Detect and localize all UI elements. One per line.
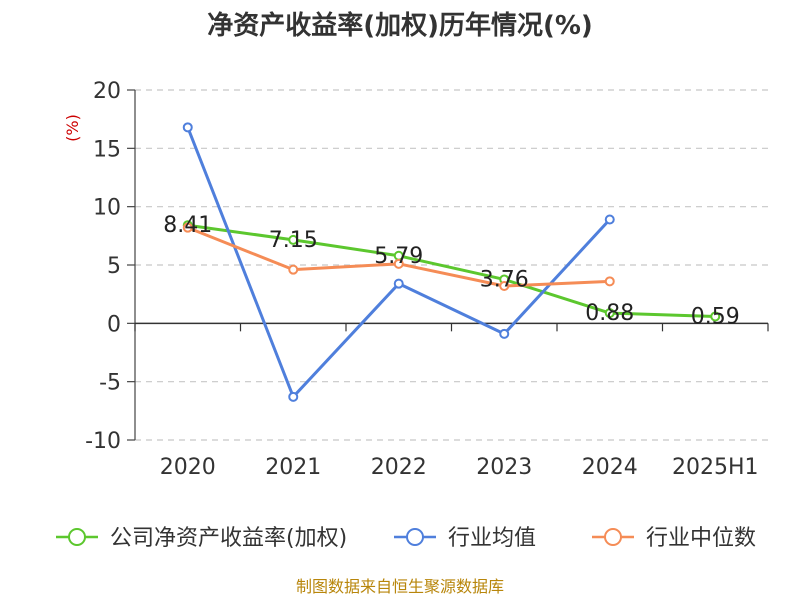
x-tick-label: 2022: [371, 455, 427, 480]
data-point: [710, 311, 721, 322]
data-label: 7.15: [269, 228, 318, 253]
series-lines: [182, 122, 721, 402]
data-point: [288, 391, 299, 402]
y-tick-label: 10: [93, 196, 121, 221]
axes: [127, 89, 769, 441]
data-point: [604, 214, 615, 225]
data-point: [499, 281, 510, 291]
legend-marker: [406, 528, 424, 546]
x-tick-label: 2023: [476, 455, 532, 480]
legend: 公司净资产收益率(加权) 行业均值 行业中位数: [56, 526, 756, 551]
series-line: [187, 223, 716, 318]
data-point: [604, 308, 615, 319]
x-tick-label: 2020: [160, 455, 216, 480]
data-label: 8.41: [163, 213, 212, 238]
data-label: 0.88: [585, 301, 634, 326]
chart-title: 净资产收益率(加权)历年情况(%): [207, 10, 593, 41]
data-label: 3.76: [480, 267, 529, 292]
data-label: 0.59: [691, 304, 740, 329]
x-tick-label: 2021: [265, 455, 321, 480]
y-tick-label: -5: [99, 371, 121, 396]
legend-label: 公司净资产收益率(加权): [110, 526, 347, 551]
data-point: [288, 234, 299, 245]
y-tick-label: -10: [85, 429, 121, 454]
data-point: [182, 122, 193, 133]
grid-lines: [135, 89, 768, 441]
legend-label: 行业中位数: [646, 526, 756, 551]
data-labels: 8.41 7.15 5.79 3.76 0.88 0.59: [163, 213, 739, 329]
data-point: [499, 328, 510, 339]
data-point: [288, 264, 299, 275]
legend-label: 行业均值: [448, 526, 536, 551]
y-tick-label: 0: [107, 312, 121, 337]
y-tick-label: 5: [107, 254, 121, 279]
y-tick-labels: 20 15 10 5 0 -5 -10: [85, 79, 121, 454]
data-label: 5.79: [374, 244, 423, 269]
data-point: [393, 258, 404, 269]
data-point: [604, 276, 615, 287]
legend-marker: [68, 528, 86, 546]
x-tick-labels: 2020 2021 2022 2023 2024 2025H1: [160, 455, 759, 480]
y-tick-label: 15: [93, 137, 121, 162]
y-axis-unit-label: (%): [63, 114, 82, 142]
legend-marker: [604, 528, 622, 546]
x-tick-label: 2024: [582, 455, 638, 480]
y-tick-label: 20: [93, 79, 121, 104]
source-note: 制图数据来自恒生聚源数据库: [296, 577, 504, 596]
x-tick-label: 2025H1: [672, 455, 759, 480]
data-point: [182, 222, 193, 233]
data-point: [393, 278, 404, 289]
